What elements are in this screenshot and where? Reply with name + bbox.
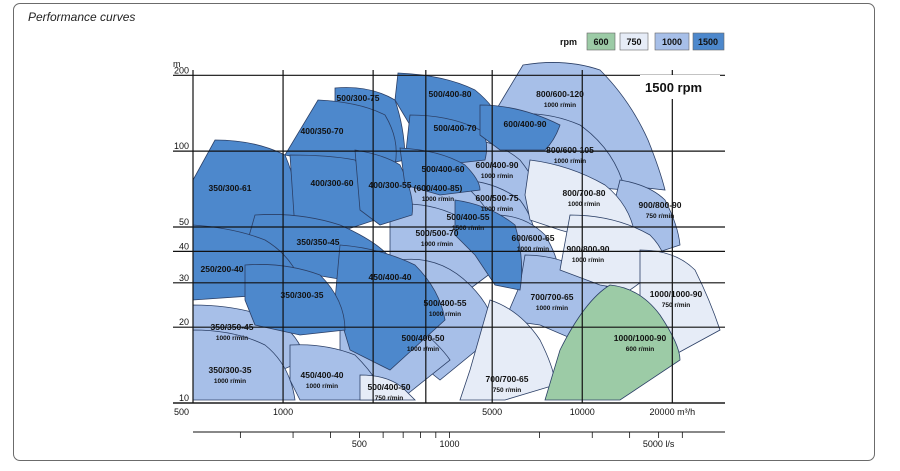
series-label: 800/600-105 [546,145,594,155]
legend-label: rpm [560,37,577,47]
y-tick-label: 200 [174,65,189,75]
y-unit-label: m [173,59,181,69]
region-400-300-55 [354,149,413,226]
legend-item-750: 750 [626,37,641,47]
rpm-annotation: 1500 rpm [645,80,702,95]
series-sublabel: 1000 r/min [572,257,604,264]
legend-item-1000: 1000 [662,37,682,47]
series-label: 400/300-55 [368,180,411,190]
series-label: 800/600-120 [536,89,584,99]
series-label: 500/400-55 [423,298,466,308]
series-label: 600/500-75 [475,193,518,203]
x-tick-label: 20000 m³/h [650,407,696,417]
y-tick-label: 100 [174,141,189,151]
series-label: 500/300-75 [336,93,379,103]
series-label: 400/300-60 [310,178,353,188]
series-label: 350/350-45 [210,322,253,332]
legend-item-600: 600 [593,37,608,47]
y-tick-label: 20 [179,317,189,327]
grid [173,70,725,404]
series-label: 500/400-50 [367,382,410,392]
series-label: 500/400-80 [428,89,471,99]
legend-item-1500: 1500 [698,37,718,47]
series-label: 800/700-80 [562,188,605,198]
series-label: 700/700-65 [485,374,528,384]
series-sublabel: 1000 r/min [429,311,461,318]
region-500-400-50-750 [359,374,416,401]
series-label: 1000/1000-90 [614,333,667,343]
series-sublabel: 1000 r/min [517,246,549,253]
series-sublabel: 1000 r/min [407,346,439,353]
series-label: 1000/1000-90 [650,289,703,299]
x-tick-label: 500 [174,407,189,417]
region-1000-1000-90-600 [544,284,681,401]
series-sublabel: 1000 r/min [544,102,576,109]
series-label: 450/400-40 [300,370,343,380]
series-sublabel: 1000 r/min [554,158,586,165]
series-sublabel: 750 r/min [646,213,675,220]
series-label: 350/300-35 [208,365,251,375]
legend-swatch-750 [619,32,649,51]
series-sublabel: 1000 r/min [481,173,513,180]
y-tick-label: 40 [179,241,189,251]
series-sublabel: 1000 r/min [422,196,454,203]
series-label: 600/600-65 [511,233,554,243]
series-label: 350/350-45 [296,237,339,247]
series-sublabel: 1000 r/min [306,383,338,390]
page-title: Performance curves [28,10,136,24]
x-tick-label: 10000 [570,407,595,417]
series-sublabel: 1000 r/min [216,335,248,342]
series-label: 500/400-55 [446,212,489,222]
series-label: 700/700-65 [530,292,573,302]
series-label: 400/350-70 [300,126,343,136]
region-350-300-35-1000 [192,329,296,401]
series-sublabel: 750 r/min [662,302,691,309]
series-label: (600/400-85) [414,183,463,193]
region-350-300-35-1500 [244,264,346,336]
series-sublabel: 1000 r/min [481,206,513,213]
legend-swatch-600 [586,32,616,51]
series-label: 350/300-35 [280,290,323,300]
secondary-tick-label: 5000 l/s [643,439,675,449]
x-tick-label: 5000 [482,407,502,417]
series-label: 600/400-90 [475,160,518,170]
x-tick-label: 1000 [273,407,293,417]
series-sublabel: 1000 r/min [568,201,600,208]
region-600-400-90-1500 [479,104,561,151]
legend: rpm 600 750 1000 1500 [560,32,725,51]
legend-swatch-1000 [654,32,690,51]
series-label: 900/800-90 [566,244,609,254]
series-sublabel: 750 r/min [375,395,404,402]
legend-swatch-1500 [692,32,725,51]
series-sublabel: 1000 r/min [214,378,246,385]
secondary-tick-label: 1000 [439,439,459,449]
series-label: 350/300-61 [208,183,251,193]
series-sublabel: 1500 r/min [452,225,484,232]
series-sublabel: 1000 r/min [421,241,453,248]
series-label: 500/400-70 [433,123,476,133]
series-labels: 800/600-120 1000 r/min 800/600-105 1000 r/m… [200,89,702,402]
y-tick-label: 30 [179,273,189,283]
annotation-bg [640,75,720,99]
series-label: 900/800-90 [638,200,681,210]
series-label: 250/200-40 [200,264,243,274]
series-sublabel: 600 r/min [626,346,655,353]
series-label: 500/400-50 [401,333,444,343]
series-sublabel: 1000 r/min [536,305,568,312]
y-tick-label: 50 [179,217,189,227]
region-450-400-40 [334,244,446,371]
series-label: 600/400-90 [503,119,546,129]
series-sublabel: 750 r/min [493,387,522,394]
region-500-400-55-1500 [454,199,523,291]
series-label: 500/400-60 [421,164,464,174]
secondary-tick-label: 500 [352,439,367,449]
series-label: 450/400-40 [368,272,411,282]
y-tick-label: 10 [179,393,189,403]
series-label: 500/500-70 [415,228,458,238]
